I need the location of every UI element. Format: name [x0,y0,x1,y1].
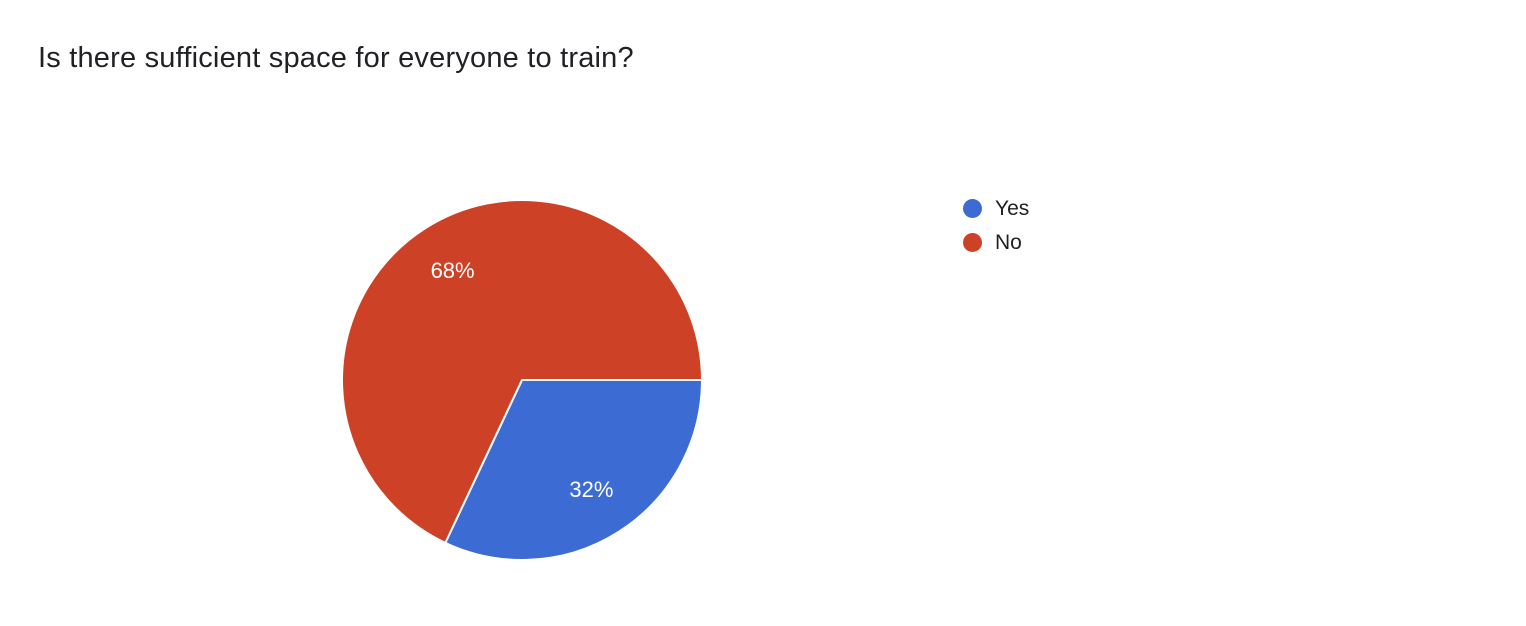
pie-slice-no [341,199,703,544]
question-title: Is there sufficient space for everyone t… [38,42,634,74]
legend-item-no: No [963,231,1029,254]
legend-label-yes: Yes [995,197,1030,220]
pie-slice-label-no: 68% [431,258,475,283]
pie-slice-yes [444,379,703,561]
legend-item-yes: Yes [963,197,1029,220]
chart-legend: Yes No [963,197,1029,254]
pie-chart: 32% 68% [341,199,703,561]
legend-label-no: No [995,231,1022,255]
legend-color-dot-yes [963,199,982,219]
legend-color-dot-no [963,233,982,253]
pie-slice-label-yes: 32% [569,477,613,502]
